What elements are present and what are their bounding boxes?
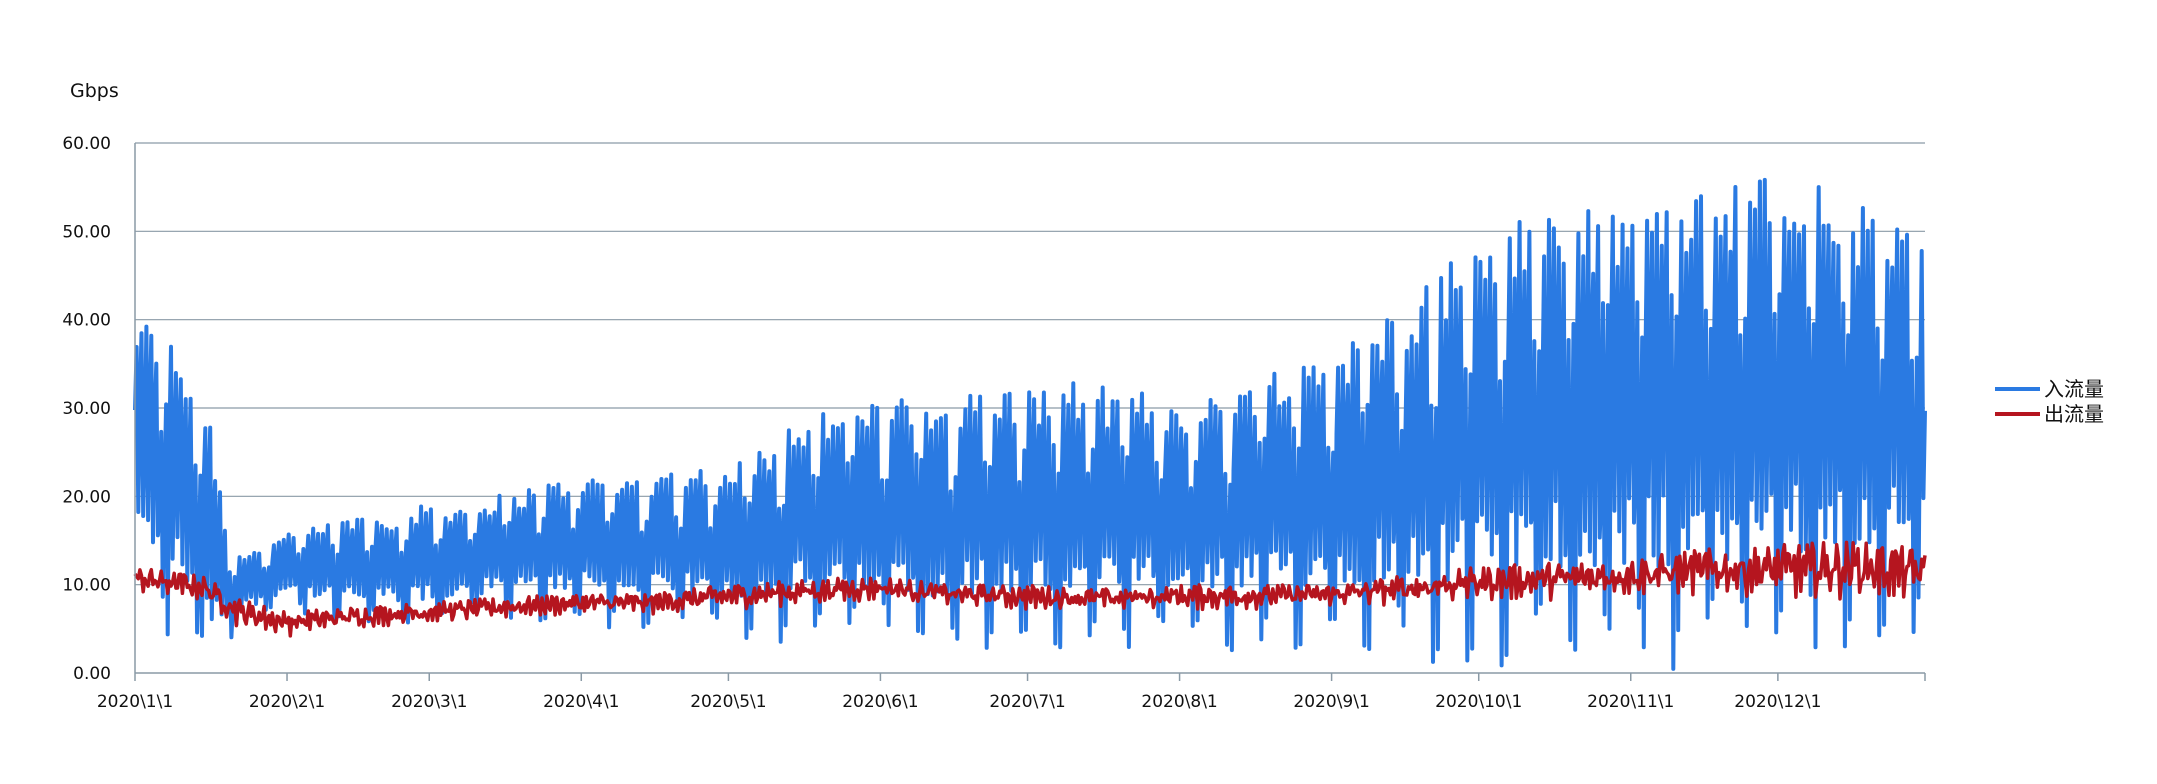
y-tick-label: 10.00	[62, 576, 111, 596]
series-line-inbound	[133, 177, 1927, 671]
y-tick-label: 50.00	[62, 222, 111, 242]
axes	[134, 143, 1926, 681]
x-tick-label: 2020\4\1	[543, 692, 619, 712]
x-tick-label: 2020\3\1	[391, 692, 467, 712]
x-tick-label: 2020\6\1	[842, 692, 918, 712]
x-tick-label: 2020\8\1	[1141, 692, 1217, 712]
x-axis-ticks: 2020\1\1 2020\2\1 2020\3\1 2020\4\1 2020\5\1…	[97, 673, 1821, 712]
y-tick-label: 60.00	[62, 134, 111, 154]
x-tick-label: 2020\2\1	[249, 692, 325, 712]
legend-label: 入流量	[2044, 377, 2104, 401]
y-tick-label: 0.00	[73, 664, 111, 684]
x-tick-label: 2020\1\1	[97, 692, 173, 712]
x-tick-label: 2020\10\1	[1435, 692, 1522, 712]
legend-label: 出流量	[2044, 402, 2104, 426]
y-tick-label: 20.00	[62, 487, 111, 507]
y-axis-ticks: 0.00 10.00 20.00 30.00 40.00 50.00 60.00	[62, 134, 111, 684]
x-tick-label: 2020\7\1	[989, 692, 1065, 712]
series-line-outbound	[133, 540, 1927, 638]
x-tick-label: 2020\5\1	[690, 692, 766, 712]
series-layer	[133, 177, 1927, 671]
y-tick-label: 40.00	[62, 311, 111, 331]
x-tick-label: 2020\12\1	[1734, 692, 1821, 712]
y-tick-label: 30.00	[62, 399, 111, 419]
x-tick-label: 2020\9\1	[1293, 692, 1369, 712]
x-tick-label: 2020\11\1	[1587, 692, 1674, 712]
y-axis-title: Gbps	[70, 80, 119, 102]
